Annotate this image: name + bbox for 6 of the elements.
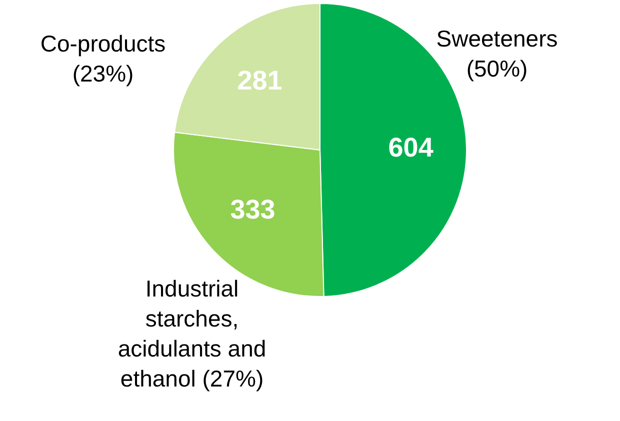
slice-label: Industrial starches, acidulants and ethanol (27%) [118,275,266,392]
slice-label: Co-products (23%) [40,30,166,86]
data-label: 281 [237,65,282,96]
data-label: 604 [388,132,434,162]
slice-label: Sweeteners (50%) [436,25,558,82]
data-label: 333 [230,194,276,225]
